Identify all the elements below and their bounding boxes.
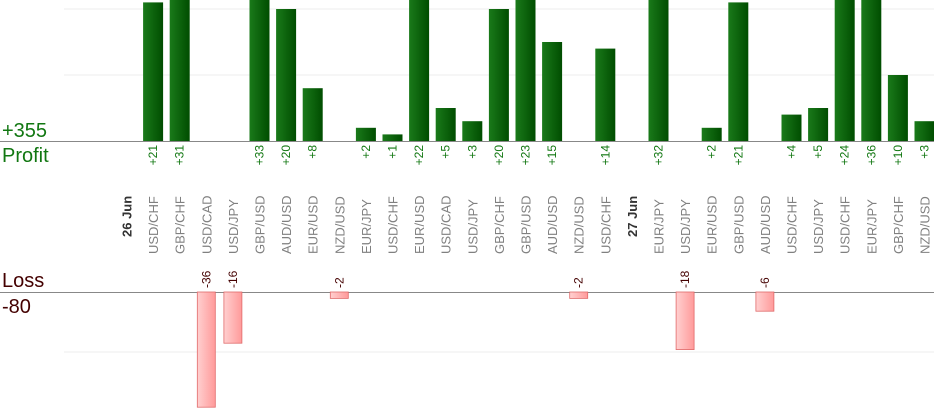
profit-value-label: +22 [412, 145, 426, 166]
pair-label: NZD/USD [918, 196, 933, 254]
profit-bar [542, 42, 563, 141]
profit-value-label: +15 [545, 145, 559, 166]
profit-bar [834, 0, 855, 141]
profit-bar [355, 127, 376, 141]
profit-total: +355 [2, 120, 48, 142]
loss-bar [675, 291, 695, 350]
pair-label: EUR/USD [412, 195, 427, 254]
pair-label: EUR/JPY [864, 199, 879, 254]
loss-total: -80 [2, 296, 31, 318]
pair-label: GBP/CHF [891, 196, 906, 254]
profit-value-label: +20 [492, 145, 506, 166]
profit-bar [143, 2, 164, 142]
profit-value-label: +21 [731, 145, 745, 166]
pair-label: USD/JPY [811, 199, 826, 254]
profit-bar [701, 127, 722, 141]
pair-label: USD/CHF [386, 196, 401, 254]
profit-value-label: +10 [891, 145, 905, 166]
pair-label: AUD/USD [758, 195, 773, 254]
profit-bar [648, 0, 669, 141]
profit-bar [302, 88, 323, 141]
profit-value-label: +2 [359, 145, 373, 159]
loss-value-label: -2 [332, 277, 346, 288]
pair-label: GBP/USD [519, 195, 534, 254]
profit-bar [781, 114, 802, 141]
profit-bar [249, 0, 270, 141]
date-label: 27 Jun [625, 196, 640, 237]
profit-value-label: +20 [279, 145, 293, 166]
profit-value-label: +33 [253, 145, 267, 166]
profit-value-label: +2 [705, 145, 719, 159]
profit-bar [409, 0, 430, 141]
pair-label: USD/CHF [838, 196, 853, 254]
loss-value-label: -6 [758, 277, 772, 288]
profit-value-label: +5 [811, 145, 825, 159]
pair-label: USD/CAD [199, 195, 214, 254]
loss-bar [755, 291, 775, 312]
loss-value-label: -18 [678, 270, 692, 288]
pair-label: NZD/USD [332, 196, 347, 254]
profit-value-label: +5 [439, 145, 453, 159]
profit-value-label: +4 [785, 145, 799, 159]
pair-label: NZD/USD [572, 196, 587, 254]
profit-bar [861, 0, 882, 142]
loss-label: Loss [2, 270, 45, 292]
profit-bar [169, 0, 190, 142]
pair-label: EUR/JPY [359, 199, 374, 254]
profit-value-label: +1 [386, 145, 400, 159]
pair-label: GBP/USD [253, 195, 268, 254]
loss-bar [196, 291, 216, 408]
pair-label: EUR/JPY [652, 199, 667, 254]
profit-value-label: +31 [173, 145, 187, 166]
profit-bar [595, 48, 616, 141]
profit-bar [728, 2, 749, 142]
profit-value-label: +23 [519, 145, 533, 166]
pair-label: USD/CHF [785, 196, 800, 254]
loss-value-label: -16 [226, 270, 240, 288]
loss-bar [569, 291, 589, 299]
profit-bar [887, 75, 908, 141]
profit-bar [435, 108, 456, 141]
pair-label: USD/CHF [146, 196, 161, 254]
pair-label: EUR/USD [705, 195, 720, 254]
bars [143, 0, 934, 408]
pair-label: USD/JPY [678, 199, 693, 254]
profit-value-label: +32 [652, 145, 666, 166]
pair-label: AUD/USD [279, 195, 294, 254]
labels: 26 Jun USD/CHF +21 GBP/CHF +31 USD/CAD -36 USD/… [120, 145, 933, 288]
profit-bar [276, 9, 297, 141]
profit-value-label: +21 [146, 145, 160, 166]
profit-bar [515, 0, 536, 142]
pair-label: USD/CAD [439, 195, 454, 254]
profit-value-label: +24 [838, 145, 852, 166]
grid-lines [0, 8, 934, 353]
profit-bar [808, 108, 829, 141]
profit-bar [914, 121, 934, 141]
profit-bar [462, 121, 483, 141]
pair-label: USD/CHF [598, 196, 613, 254]
pair-label: GBP/USD [731, 195, 746, 254]
pair-label: GBP/CHF [492, 196, 507, 254]
pair-label: USD/JPY [226, 199, 241, 254]
date-label: 26 Jun [120, 196, 135, 237]
profit-value-label: +8 [306, 145, 320, 159]
pair-label: GBP/CHF [173, 196, 188, 254]
profit-label: Profit [2, 145, 49, 167]
pair-label: USD/JPY [465, 199, 480, 254]
profit-value-label: +14 [598, 145, 612, 166]
loss-value-label: -2 [572, 277, 586, 288]
profit-value-label: +3 [918, 145, 932, 159]
profit-bar [488, 9, 509, 141]
loss-bar [329, 291, 349, 299]
loss-value-label: -36 [199, 270, 213, 288]
profit-value-label: +3 [465, 145, 479, 159]
pair-label: EUR/USD [306, 195, 321, 254]
pair-label: AUD/USD [545, 195, 560, 254]
profit-bar [382, 134, 403, 141]
loss-bar [223, 291, 243, 344]
profit-value-label: +36 [864, 145, 878, 166]
